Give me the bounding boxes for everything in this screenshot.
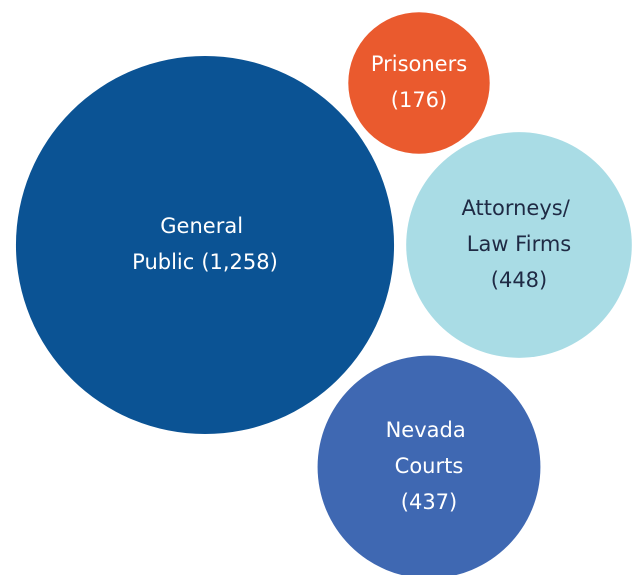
bubble-label: Prisoners (371, 52, 467, 76)
bubble (348, 12, 490, 154)
value-label: (1,258) (201, 250, 278, 274)
value-label: (448) (491, 268, 547, 292)
value-label: (437) (401, 490, 457, 514)
bubble-label: Nevada Courts (386, 418, 473, 478)
bubble (317, 355, 541, 575)
bubble (406, 132, 632, 358)
bubble (15, 55, 395, 435)
bubble-label: Attorneys/ Law Firms (462, 196, 577, 256)
value-label: (176) (391, 88, 447, 112)
bubble-label: General Public (132, 214, 250, 274)
